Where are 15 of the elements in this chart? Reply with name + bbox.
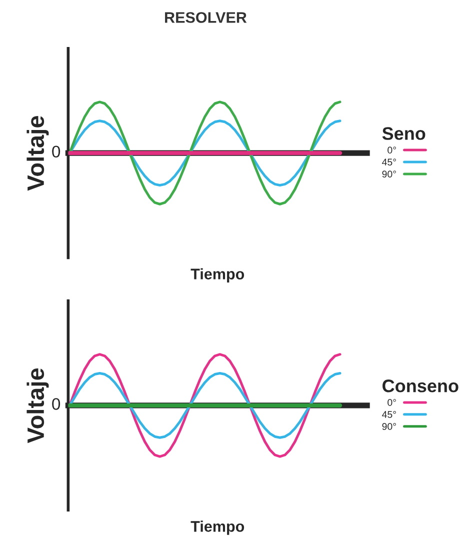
legend-label: 0°	[388, 146, 396, 154]
legend-label: 45°	[382, 411, 396, 418]
y-axis-title: Voltaje	[26, 368, 49, 444]
x-axis-title: Tiempo	[190, 520, 244, 535]
x-axis-title: Tiempo	[190, 268, 244, 282]
y-axis-title: Voltaje	[26, 116, 49, 191]
text: 0	[52, 146, 60, 158]
legend-title: Conseno	[382, 380, 458, 392]
legend-label: 0°	[388, 399, 396, 406]
chart-title: RESOLVER	[165, 12, 247, 23]
legend-label: 90°	[382, 423, 396, 430]
legend-title: Seno	[382, 127, 426, 140]
legend-label: 45°	[382, 158, 396, 166]
text: 0	[52, 398, 60, 410]
legend-label: 90°	[382, 170, 396, 178]
